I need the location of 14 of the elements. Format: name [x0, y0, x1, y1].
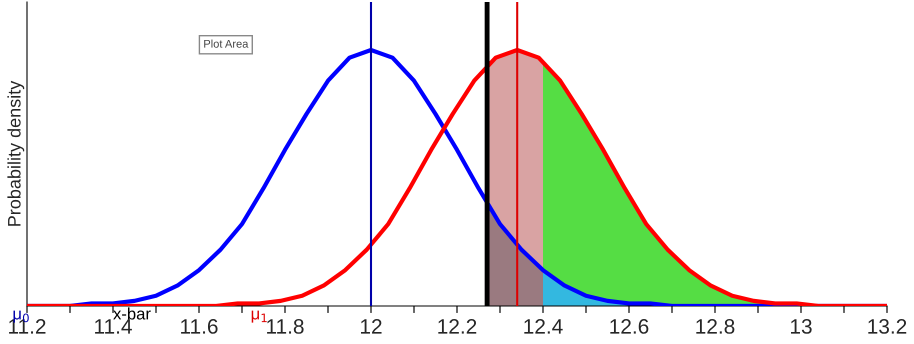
x-tick-label: 13 [791, 319, 812, 334]
x-tick-label: 11.4 [95, 319, 132, 334]
ref-line-label: μ$_{1}$ [252, 310, 267, 323]
y-axis-title: Probability density [7, 80, 24, 226]
ref-line-label: x-bar [113, 307, 151, 320]
x-tick-label: 12 [361, 319, 382, 334]
x-tick-label: 12.2 [438, 319, 476, 334]
x-tick-label: 11.8 [267, 319, 304, 334]
x-tick-label: 11.6 [181, 319, 218, 334]
x-tick-label: 12.4 [524, 319, 563, 334]
x-tick-label: 12.6 [610, 319, 648, 334]
x-tick-label: 13.2 [868, 319, 906, 334]
text: Plot Area [204, 40, 248, 48]
x-tick-label: 12.8 [696, 319, 734, 334]
